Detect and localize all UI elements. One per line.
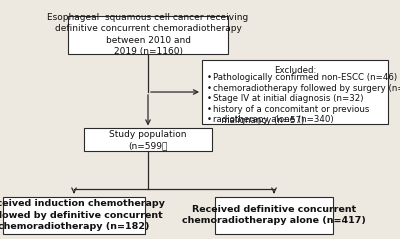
Text: Received definitive concurrent
chemoradiotherapy alone (n=417): Received definitive concurrent chemoradi…: [182, 205, 366, 225]
Text: Stage IV at initial diagnosis (n=32): Stage IV at initial diagnosis (n=32): [213, 94, 364, 103]
Text: •: •: [207, 84, 212, 93]
Text: Received induction chemotherapy
followed by definitive concurrent
chemoradiother: Received induction chemotherapy followed…: [0, 199, 165, 231]
FancyBboxPatch shape: [68, 16, 228, 54]
Text: •: •: [207, 73, 212, 82]
Text: radiotherapy alone (n=340): radiotherapy alone (n=340): [213, 115, 334, 125]
Text: Study population
(n=599）: Study population (n=599）: [109, 130, 187, 150]
Text: chemoradiotherapy followed by surgery (n=86): chemoradiotherapy followed by surgery (n…: [213, 84, 400, 93]
Text: Pathologically confirmed non-ESCC (n=46): Pathologically confirmed non-ESCC (n=46): [213, 73, 397, 82]
Text: •: •: [207, 115, 212, 125]
Text: •: •: [207, 105, 212, 114]
FancyBboxPatch shape: [84, 129, 212, 151]
FancyBboxPatch shape: [215, 196, 333, 234]
Text: •: •: [207, 94, 212, 103]
FancyBboxPatch shape: [202, 60, 388, 124]
Text: Esophageal  squamous cell cancer receiving
definitive concurrent chemoradiothera: Esophageal squamous cell cancer receivin…: [47, 13, 249, 56]
Text: Excluded:: Excluded:: [274, 66, 316, 75]
FancyBboxPatch shape: [3, 196, 145, 234]
Text: history of a concomitant or previous
   malignancy (n=57): history of a concomitant or previous mal…: [213, 105, 370, 125]
